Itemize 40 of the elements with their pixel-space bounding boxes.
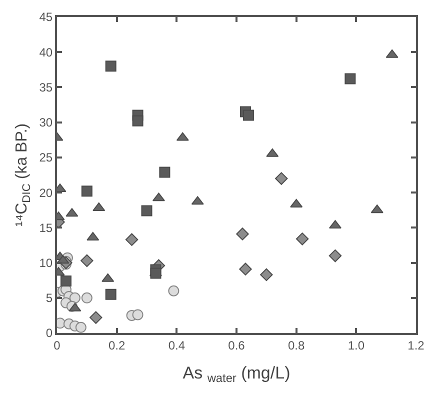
point <box>80 254 94 268</box>
point <box>275 172 288 185</box>
y-tick-label: 0 <box>46 326 53 340</box>
point <box>239 262 252 276</box>
x-tick-label: 0.4 <box>168 338 186 352</box>
point <box>159 166 170 178</box>
x-tick-label: 0.2 <box>108 338 126 352</box>
y-tick-label: 35 <box>39 80 53 94</box>
point <box>236 228 249 240</box>
point <box>69 292 80 304</box>
point <box>168 285 180 296</box>
x-tick-label: 1.0 <box>348 338 365 352</box>
point <box>260 268 273 282</box>
y-tick-label: 10 <box>39 256 53 270</box>
y-tick-label: 20 <box>39 186 53 200</box>
point <box>132 115 144 126</box>
point <box>75 322 86 333</box>
point <box>105 288 116 300</box>
point <box>81 186 92 197</box>
x-tick-label: 0.8 <box>288 338 305 352</box>
point <box>296 232 309 246</box>
point <box>60 276 72 287</box>
point <box>81 292 92 304</box>
y-tick-label: 30 <box>39 116 53 130</box>
point <box>242 110 254 121</box>
point <box>141 205 152 216</box>
y-tick-label: 40 <box>39 45 53 60</box>
x-tick-label: 1.2 <box>408 338 425 352</box>
x-tick-label: 0.6 <box>228 338 246 352</box>
x-axis-title: As $_{water}$ (mg/L) <box>182 363 290 385</box>
point <box>344 73 356 84</box>
point <box>132 309 144 320</box>
y-tick-label: 15 <box>39 220 53 235</box>
point <box>125 233 138 246</box>
y-tick-label: 25 <box>39 150 53 165</box>
y-tick-label: 45 <box>39 10 53 24</box>
point <box>328 249 342 262</box>
y-tick-label: 5 <box>46 291 53 306</box>
point <box>90 311 102 324</box>
point <box>105 60 116 72</box>
